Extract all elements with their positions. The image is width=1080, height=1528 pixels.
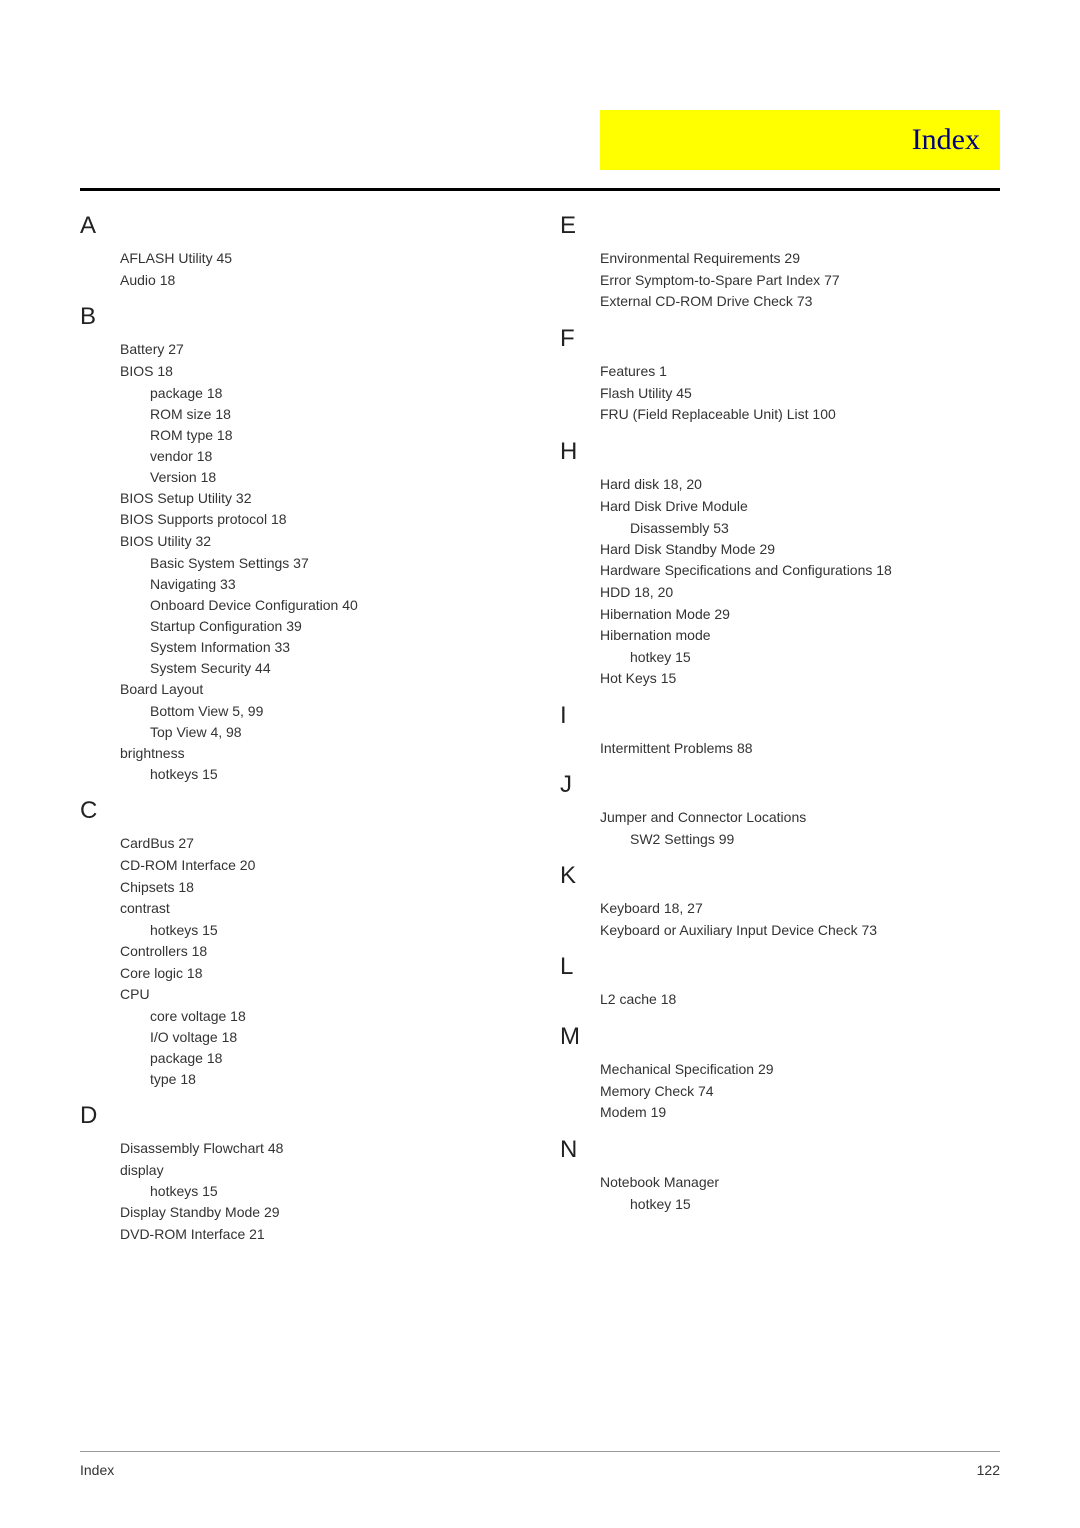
index-entry: BIOS Utility 32 — [120, 531, 520, 553]
index-entry: Bottom View 5, 99 — [150, 701, 520, 722]
index-entry: Disassembly Flowchart 48 — [120, 1138, 520, 1160]
index-entry: CPU — [120, 984, 520, 1006]
index-entry: Hardware Specifications and Configuratio… — [600, 560, 1000, 582]
index-entry: hotkey 15 — [630, 647, 1000, 668]
index-entry: System Security 44 — [150, 658, 520, 679]
index-entry: Display Standby Mode 29 — [120, 1202, 520, 1224]
index-entry: I/O voltage 18 — [150, 1027, 520, 1048]
section-letter: N — [560, 1136, 1000, 1164]
index-banner: Index — [600, 110, 1000, 170]
index-entry: Controllers 18 — [120, 941, 520, 963]
section-letter: L — [560, 953, 1000, 981]
section-letter: M — [560, 1023, 1000, 1051]
index-entry: Hibernation Mode 29 — [600, 604, 1000, 626]
index-entry: brightness — [120, 743, 520, 765]
index-entry: Core logic 18 — [120, 963, 520, 985]
index-entry: System Information 33 — [150, 637, 520, 658]
index-entry: Basic System Settings 37 — [150, 553, 520, 574]
index-entry: hotkey 15 — [630, 1194, 1000, 1215]
index-entry: Navigating 33 — [150, 574, 520, 595]
index-entry: Board Layout — [120, 679, 520, 701]
section-letter: E — [560, 212, 1000, 240]
index-entry: BIOS Setup Utility 32 — [120, 488, 520, 510]
index-entry: Features 1 — [600, 361, 1000, 383]
index-entry: Hard disk 18, 20 — [600, 474, 1000, 496]
index-entry: BIOS Supports protocol 18 — [120, 509, 520, 531]
section-letter: A — [80, 212, 520, 240]
index-entry: Disassembly 53 — [630, 518, 1000, 539]
index-entry: hotkeys 15 — [150, 1181, 520, 1202]
index-entry: ROM size 18 — [150, 404, 520, 425]
index-entry: Chipsets 18 — [120, 877, 520, 899]
index-entry: Version 18 — [150, 467, 520, 488]
index-entry: Audio 18 — [120, 270, 520, 292]
index-entry: CD-ROM Interface 20 — [120, 855, 520, 877]
index-entry: Memory Check 74 — [600, 1081, 1000, 1103]
index-entry: Flash Utility 45 — [600, 383, 1000, 405]
index-entry: External CD-ROM Drive Check 73 — [600, 291, 1000, 313]
index-entry: Hard Disk Standby Mode 29 — [600, 539, 1000, 561]
section-letter: J — [560, 771, 1000, 799]
section-letter: H — [560, 438, 1000, 466]
index-entry: Notebook Manager — [600, 1172, 1000, 1194]
index-entry: Keyboard 18, 27 — [600, 898, 1000, 920]
index-entry: BIOS 18 — [120, 361, 520, 383]
index-entry: Hot Keys 15 — [600, 668, 1000, 690]
index-entry: Top View 4, 98 — [150, 722, 520, 743]
index-entry: Hibernation mode — [600, 625, 1000, 647]
index-entry: Battery 27 — [120, 339, 520, 361]
index-banner-text: Index — [912, 123, 980, 157]
index-entry: HDD 18, 20 — [600, 582, 1000, 604]
index-entry: ROM type 18 — [150, 425, 520, 446]
index-columns: AAFLASH Utility 45Audio 18BBattery 27BIO… — [80, 200, 1000, 1246]
section-letter: B — [80, 303, 520, 331]
index-entry: Environmental Requirements 29 — [600, 248, 1000, 270]
section-letter: F — [560, 325, 1000, 353]
left-column: AAFLASH Utility 45Audio 18BBattery 27BIO… — [80, 200, 540, 1246]
index-entry: DVD-ROM Interface 21 — [120, 1224, 520, 1246]
index-entry: Startup Configuration 39 — [150, 616, 520, 637]
index-entry: package 18 — [150, 1048, 520, 1069]
index-entry: CardBus 27 — [120, 833, 520, 855]
index-entry: Intermittent Problems 88 — [600, 738, 1000, 760]
page: Index A AFLASH Utility 45Audio 18 B Battery… — [0, 0, 1080, 1528]
section-letter: C — [80, 797, 520, 825]
index-entry: Hard Disk Drive Module — [600, 496, 1000, 518]
index-entry: Modem 19 — [600, 1102, 1000, 1124]
horizontal-rule — [80, 188, 1000, 191]
footer-right: 122 — [977, 1462, 1000, 1478]
index-entry: Keyboard or Auxiliary Input Device Check… — [600, 920, 1000, 942]
index-entry: package 18 — [150, 383, 520, 404]
page-footer: Index 122 — [80, 1451, 1000, 1478]
index-entry: Mechanical Specification 29 — [600, 1059, 1000, 1081]
index-entry: contrast — [120, 898, 520, 920]
index-entry: display — [120, 1160, 520, 1182]
index-entry: vendor 18 — [150, 446, 520, 467]
section-letter: D — [80, 1102, 520, 1130]
footer-left: Index — [80, 1462, 114, 1478]
index-entry: SW2 Settings 99 — [630, 829, 1000, 850]
index-entry: AFLASH Utility 45 — [120, 248, 520, 270]
section-letter: I — [560, 702, 1000, 730]
index-entry: core voltage 18 — [150, 1006, 520, 1027]
index-entry: Onboard Device Configuration 40 — [150, 595, 520, 616]
index-entry: L2 cache 18 — [600, 989, 1000, 1011]
index-entry: type 18 — [150, 1069, 520, 1090]
index-entry: hotkeys 15 — [150, 920, 520, 941]
index-entry: Error Symptom-to-Spare Part Index 77 — [600, 270, 1000, 292]
index-entry: hotkeys 15 — [150, 764, 520, 785]
index-entry: FRU (Field Replaceable Unit) List 100 — [600, 404, 1000, 426]
right-column: E Environmental Requirements 29Error Symp… — [540, 200, 1000, 1246]
index-entry: Jumper and Connector Locations — [600, 807, 1000, 829]
section-letter: K — [560, 862, 1000, 890]
